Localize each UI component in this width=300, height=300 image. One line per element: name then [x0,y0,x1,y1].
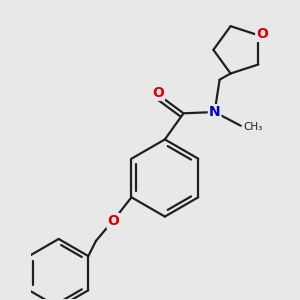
Text: O: O [152,86,164,100]
Text: N: N [209,105,220,119]
Text: CH₃: CH₃ [243,122,262,132]
Text: O: O [107,214,119,228]
Text: O: O [256,27,268,41]
Text: CH₃: CH₃ [0,247,1,257]
